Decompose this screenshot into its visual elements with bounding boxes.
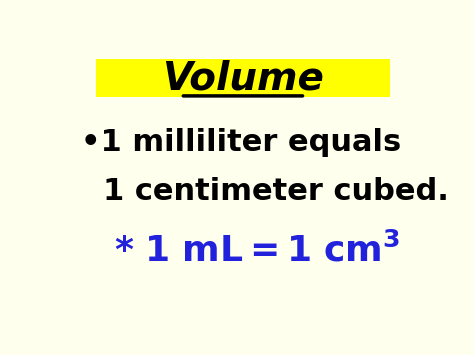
- Text: Volume: Volume: [162, 59, 324, 97]
- Text: $\mathbf{* \ 1 \ mL = 1 \ cm^3}$: $\mathbf{* \ 1 \ mL = 1 \ cm^3}$: [114, 232, 401, 268]
- Text: 1 centimeter cubed.: 1 centimeter cubed.: [103, 177, 449, 206]
- Text: •1 milliliter equals: •1 milliliter equals: [82, 128, 401, 157]
- FancyBboxPatch shape: [96, 59, 390, 97]
